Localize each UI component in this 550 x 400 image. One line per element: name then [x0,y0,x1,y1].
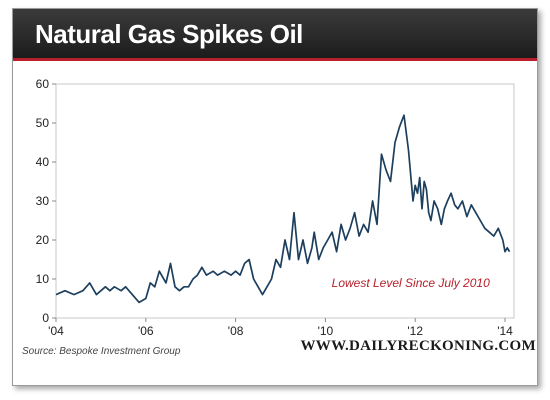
x-tick-label: '04 [48,324,64,338]
chart-title: Natural Gas Spikes Oil [35,19,303,49]
y-tick-label: 0 [42,311,49,325]
y-tick-label: 40 [36,155,50,169]
annotation-text: Lowest Level Since July 2010 [332,276,490,290]
y-tick-label: 60 [36,77,50,91]
series-layer [55,114,511,304]
x-tick-label: '08 [228,324,244,338]
x-axis: '04 '06 '08 '10 '12 '14 [48,318,513,338]
y-tick-label: 50 [36,116,50,130]
y-tick-label: 10 [36,272,50,286]
y-axis: 0 10 20 30 40 50 60 [36,77,56,325]
y-tick-label: 20 [36,233,50,247]
y-tick-label: 30 [36,194,50,208]
x-tick-label: '14 [497,324,513,338]
brand-link[interactable]: WWW.DAILYRECKONING.COM [300,338,536,354]
series-line-0 [55,114,511,304]
annotation-layer: Lowest Level Since July 2010 [332,276,490,290]
title-bar: Natural Gas Spikes Oil [13,9,537,61]
x-tick-label: '10 [318,324,334,338]
x-tick-label: '12 [407,324,423,338]
source-note: Source: Bespoke Investment Group [22,346,181,357]
chart-card: Natural Gas Spikes Oil [12,8,538,386]
x-tick-label: '06 [138,324,154,338]
